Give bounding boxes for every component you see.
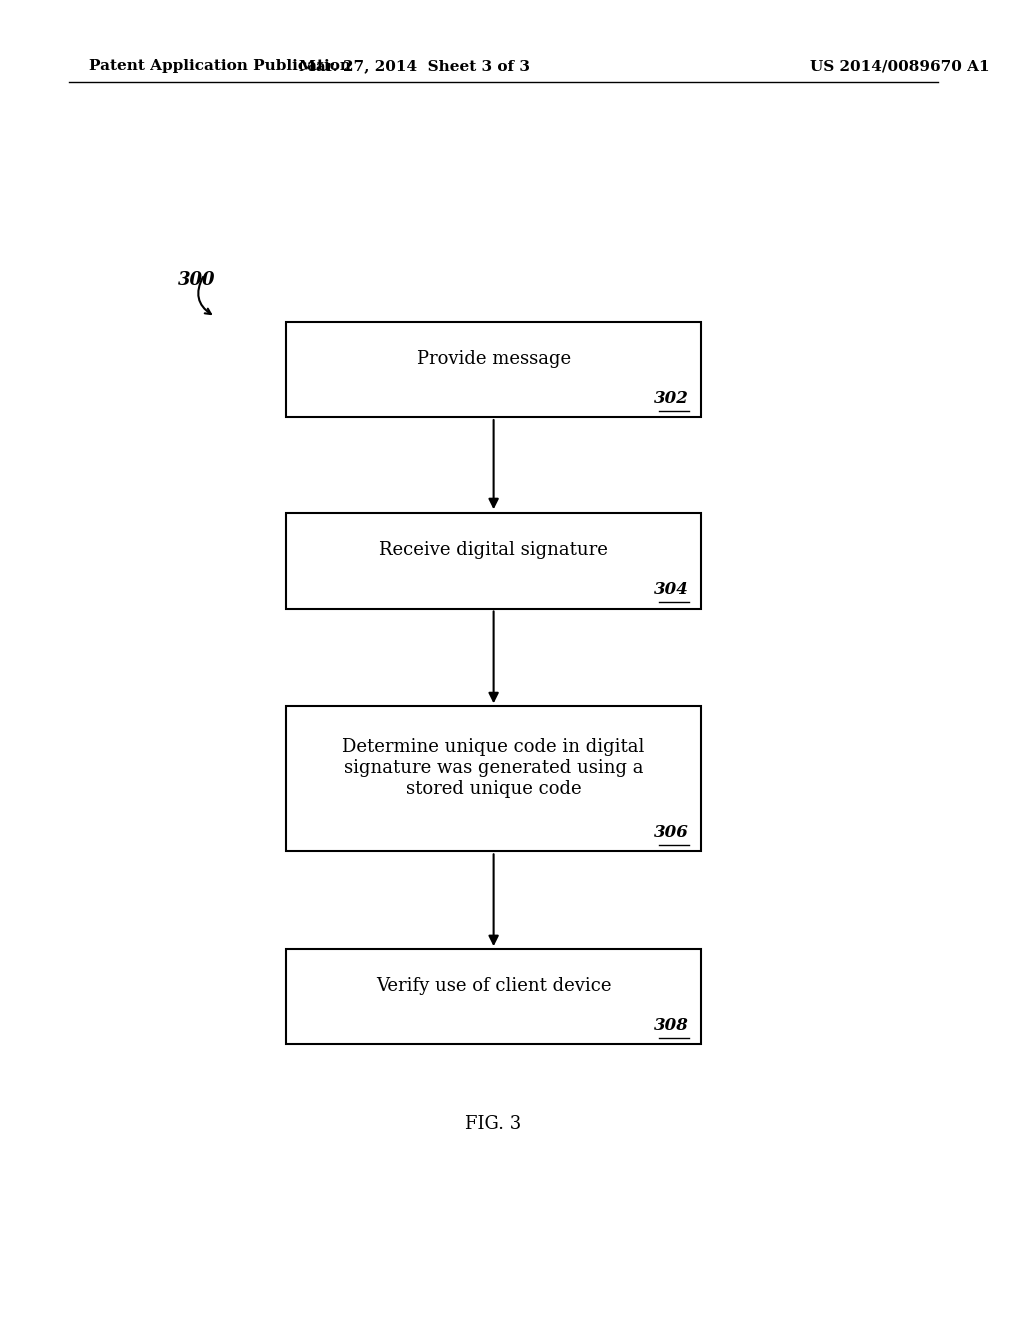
Text: 304: 304 [654,581,689,598]
Text: FIG. 3: FIG. 3 [466,1115,522,1134]
FancyBboxPatch shape [287,322,701,417]
Text: Receive digital signature: Receive digital signature [379,541,608,560]
Text: Determine unique code in digital
signature was generated using a
stored unique c: Determine unique code in digital signatu… [342,738,645,799]
Text: Mar. 27, 2014  Sheet 3 of 3: Mar. 27, 2014 Sheet 3 of 3 [299,59,530,74]
FancyBboxPatch shape [287,706,701,851]
Text: US 2014/0089670 A1: US 2014/0089670 A1 [810,59,989,74]
Text: 300: 300 [178,271,215,289]
Text: 306: 306 [654,824,689,841]
FancyBboxPatch shape [287,949,701,1044]
FancyBboxPatch shape [287,513,701,609]
Text: Verify use of client device: Verify use of client device [376,977,611,995]
Text: Patent Application Publication: Patent Application Publication [89,59,351,74]
Text: 302: 302 [654,389,689,407]
Text: 308: 308 [654,1016,689,1034]
Text: Provide message: Provide message [417,350,570,368]
